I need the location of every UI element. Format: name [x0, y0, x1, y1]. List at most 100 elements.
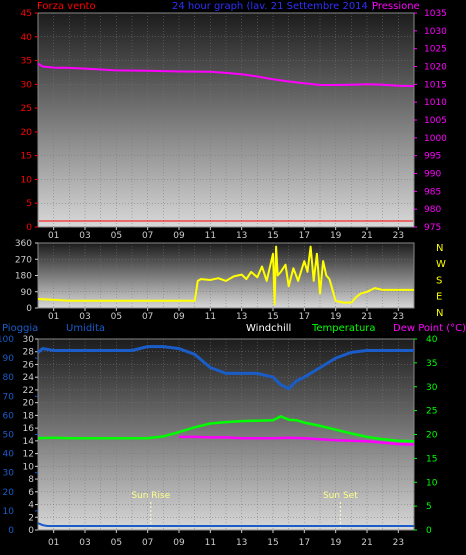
x-tick-label: 03: [79, 231, 90, 241]
x-tick-label: 09: [173, 231, 185, 241]
x-tick-label: 13: [236, 538, 247, 548]
x-tick-label: 05: [111, 312, 122, 322]
x-tick-label: 15: [267, 312, 278, 322]
y-tick-label: 10: [426, 478, 438, 488]
y-tick-label: 1025: [424, 45, 447, 55]
y-tick-label: 12: [23, 450, 34, 460]
x-tick-label: 05: [111, 538, 122, 548]
legend-dew-point: Dew Point (°C): [393, 323, 466, 334]
y-tick-label: 15: [21, 152, 32, 162]
x-tick-label: 01: [48, 312, 59, 322]
y-tick-label: 15: [426, 454, 437, 464]
y-tick-label: 8: [28, 475, 34, 485]
y-tick-label: 990: [424, 170, 441, 180]
y-tick-label: 45: [21, 9, 32, 19]
y-tick-label: 360: [15, 239, 32, 249]
y-tick-label: 14: [23, 437, 35, 447]
x-tick-label: 13: [236, 231, 247, 241]
y-tick-label: 25: [21, 104, 32, 114]
y-tick-label: 6: [28, 488, 34, 498]
y-tick-label: 0: [28, 526, 34, 536]
y-tick-label: 18: [23, 411, 35, 421]
x-tick-label: 17: [299, 538, 310, 548]
compass-label: W: [436, 259, 446, 270]
y-tick-label: 1030: [424, 27, 447, 37]
series-line-dew-point-c: [179, 435, 415, 446]
y-tick-label: 975: [424, 223, 441, 233]
x-tick-label: 07: [142, 231, 153, 241]
y-tick-label: 35: [426, 359, 437, 369]
x-tick-label: 11: [205, 231, 216, 241]
x-tick-label: 11: [205, 312, 216, 322]
y-tick-label: 20: [426, 431, 438, 441]
y-tick-label: 20: [21, 128, 33, 138]
y-tick-label: 40: [3, 450, 15, 460]
x-tick-label: 03: [79, 538, 90, 548]
annotation-label: Sun Rise: [131, 491, 170, 501]
x-tick-label: 07: [142, 312, 153, 322]
x-tick-label: 05: [111, 231, 122, 241]
series-line-pioggia: [37, 522, 414, 527]
y-tick-label: 24: [23, 373, 35, 383]
legend-temperature: Temperatura: [311, 323, 376, 334]
x-tick-label: 09: [173, 538, 185, 548]
y-tick-label: 1035: [424, 9, 447, 19]
compass-label: N: [436, 243, 443, 254]
y-tick-label: 2: [28, 513, 34, 523]
y-tick-label: 50: [3, 431, 15, 441]
y-tick-label: 1000: [424, 134, 447, 144]
x-tick-label: 17: [299, 312, 310, 322]
x-tick-label: 23: [393, 312, 404, 322]
y-tick-label: 100: [0, 335, 14, 345]
y-tick-label: 0: [426, 526, 432, 536]
y-tick-label: 5: [26, 199, 32, 209]
x-tick-label: 21: [361, 231, 372, 241]
y-tick-label: 10: [3, 507, 15, 517]
y-tick-label: 30: [426, 383, 438, 393]
compass-label: S: [436, 275, 442, 286]
y-tick-label: 30: [3, 469, 15, 479]
series-line-direzione-vento: [37, 245, 414, 306]
pressure-axis-title: Pressione: [372, 1, 420, 12]
y-tick-label: 1005: [424, 116, 447, 126]
y-tick-label: 30: [23, 335, 35, 345]
compass-label: N: [436, 308, 443, 319]
graph-title: 24 hour graph (lav. 21 Settembre 2014 ): [172, 1, 375, 12]
y-tick-label: 1010: [424, 98, 447, 108]
y-tick-label: 985: [424, 187, 441, 197]
x-tick-label: 23: [393, 231, 404, 241]
x-tick-label: 07: [142, 538, 153, 548]
x-tick-label: 17: [299, 231, 310, 241]
y-tick-label: 20: [3, 488, 15, 498]
x-tick-label: 11: [205, 538, 216, 548]
x-tick-label: 15: [267, 538, 278, 548]
y-tick-label: 28: [23, 348, 35, 358]
y-tick-label: 4: [28, 501, 34, 511]
series-line-temperatura: [37, 415, 415, 443]
y-tick-label: 1015: [424, 80, 447, 90]
x-tick-label: 19: [330, 231, 342, 241]
x-tick-label: 13: [236, 312, 247, 322]
compass-label: E: [436, 292, 442, 303]
legend-rain: Pioggia: [2, 323, 38, 334]
y-tick-label: 40: [426, 335, 438, 345]
y-tick-label: 70: [3, 392, 15, 402]
x-tick-label: 03: [79, 312, 90, 322]
y-tick-label: 60: [3, 411, 15, 421]
y-tick-label: 30: [21, 80, 33, 90]
plot-area-wind-pressure: [37, 12, 415, 228]
y-tick-label: 10: [21, 175, 33, 185]
annotation-label: Sun Set: [323, 491, 358, 501]
series-line-pressione: [37, 62, 415, 88]
y-tick-label: 22: [23, 386, 34, 396]
y-tick-label: 90: [3, 354, 15, 364]
x-tick-label: 21: [361, 312, 372, 322]
y-tick-label: 0: [26, 223, 32, 233]
y-tick-label: 35: [21, 57, 32, 67]
x-tick-label: 21: [361, 538, 372, 548]
legend-humidity: Umidita: [66, 323, 105, 334]
y-tick-label: 980: [424, 205, 441, 215]
series-line-umidita: [37, 345, 414, 391]
x-tick-label: 23: [393, 538, 404, 548]
